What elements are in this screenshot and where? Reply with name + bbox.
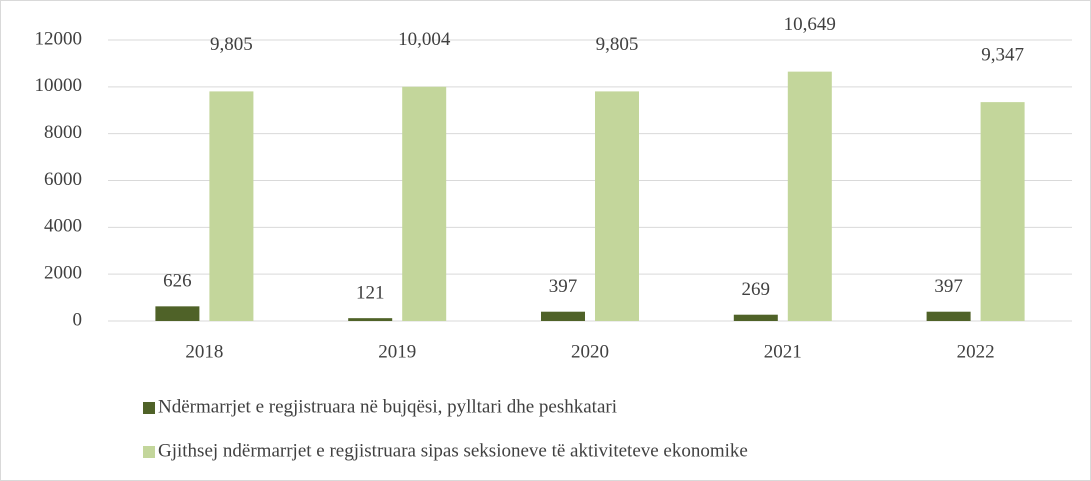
x-tick-label: 2022 [957,341,995,362]
y-tick-label: 12000 [35,28,83,49]
data-label: 9,805 [210,34,253,55]
data-label: 269 [742,279,771,300]
data-label: 397 [934,276,963,297]
bar [787,71,832,321]
y-tick-label: 2000 [44,263,82,284]
bar [402,86,447,321]
y-tick-label: 8000 [44,122,82,143]
data-label: 9,347 [981,44,1024,65]
x-tick-label: 2020 [571,341,609,362]
data-label: 121 [356,283,385,304]
bar [595,91,639,321]
data-label: 626 [163,271,192,292]
bar [926,311,971,321]
x-tick-label: 2019 [378,341,416,362]
bar [980,102,1025,321]
bar [209,91,254,321]
legend-swatch [143,402,155,414]
bar [541,311,585,321]
legend-swatch [143,446,155,458]
data-label: 10,004 [398,29,451,50]
y-tick-label: 0 [73,309,83,330]
bar [348,318,393,321]
y-tick-label: 10000 [35,75,83,96]
bar [733,314,778,321]
y-tick-label: 6000 [44,169,82,190]
data-label: 397 [549,276,578,297]
bar [155,306,200,321]
data-label: 9,805 [596,34,639,55]
data-label: 10,649 [784,14,836,35]
y-tick-label: 4000 [44,216,82,237]
x-tick-label: 2021 [764,341,802,362]
x-tick-label: 2018 [185,341,223,362]
legend-label: Ndërmarrjet e regjistruara në bujqësi, p… [158,396,617,417]
legend-label: Gjithsej ndërmarrjet e regjistruara sipa… [158,440,748,461]
